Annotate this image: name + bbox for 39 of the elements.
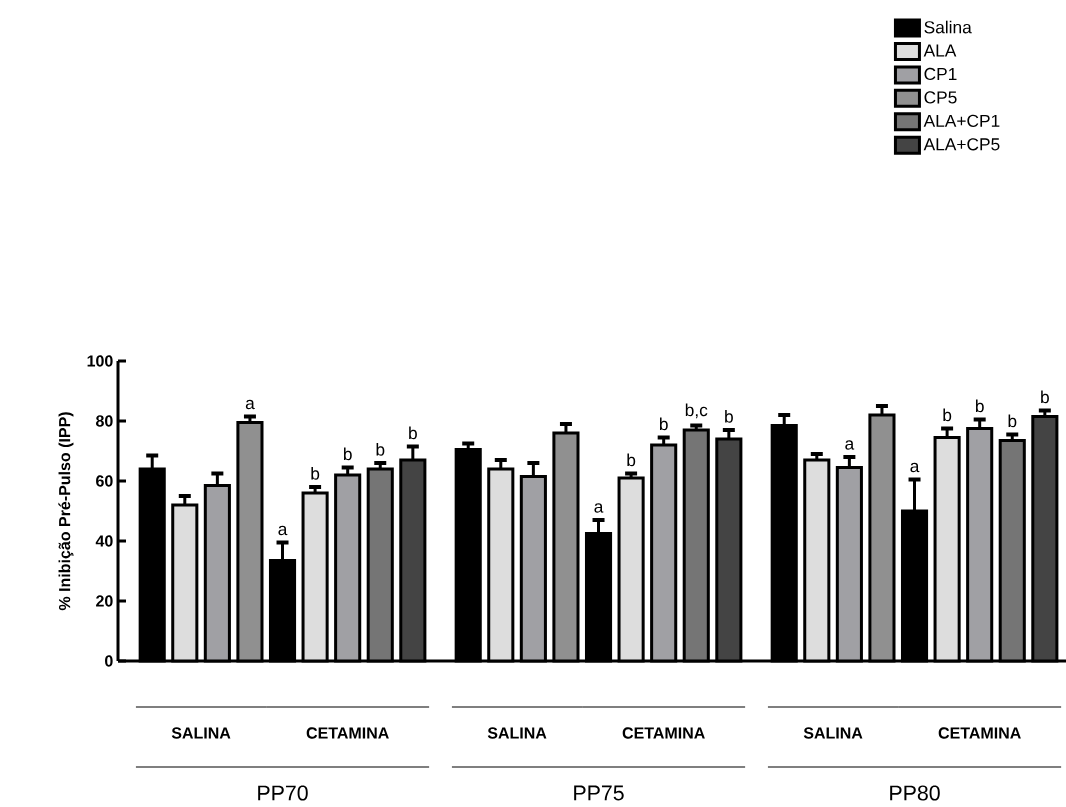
x-tick-label: SALINA xyxy=(803,727,863,739)
y-axis-title: % Inibição Pré-Pulso (IPP) xyxy=(58,412,74,611)
data-label: b xyxy=(975,399,984,413)
y-tick-label: 40 xyxy=(95,535,113,547)
x-tick-label: SALINA xyxy=(487,727,547,739)
y-tick-label: 80 xyxy=(96,415,113,427)
x-tick-label: CETAMINA xyxy=(306,727,389,739)
y-tick-label: 60 xyxy=(96,475,113,487)
data-label: a xyxy=(845,440,855,450)
text: PP80 xyxy=(890,785,940,801)
data-label: b,c xyxy=(685,403,708,419)
y-tick-label: 100 xyxy=(87,355,113,367)
data-label: a xyxy=(245,399,255,410)
data-label: b xyxy=(627,453,636,467)
data-label: b xyxy=(659,417,668,431)
data-label: b xyxy=(311,466,320,480)
legend-label: ALA+CP1 xyxy=(923,114,1000,127)
data-label: b xyxy=(376,442,385,456)
data-label: b xyxy=(1008,414,1017,428)
data-label: b xyxy=(343,447,352,461)
x-tick-label: CETAMINA xyxy=(938,727,1021,739)
x-tick-label: CETAMINA xyxy=(622,727,705,739)
legend-label: ALA+CP5 xyxy=(923,138,1000,151)
data-label: b xyxy=(943,408,952,422)
text: PP75 xyxy=(574,785,624,801)
x-tick-label: SALINA xyxy=(171,727,231,739)
y-tick-label: 0 xyxy=(105,655,113,667)
legend-label: ALA xyxy=(923,44,957,57)
y-tick-label: 20 xyxy=(96,595,113,607)
data-label: b xyxy=(725,409,733,423)
text: PP70 xyxy=(258,785,308,801)
legend-label: CP1 xyxy=(924,67,957,81)
data-label: b xyxy=(1041,390,1049,404)
legend-label: Salina xyxy=(924,20,972,34)
data-label: a xyxy=(910,462,920,473)
legend-label: CP5 xyxy=(924,91,957,104)
data-label: b xyxy=(409,426,417,440)
data-label: a xyxy=(278,525,288,536)
data-label: a xyxy=(594,503,604,513)
